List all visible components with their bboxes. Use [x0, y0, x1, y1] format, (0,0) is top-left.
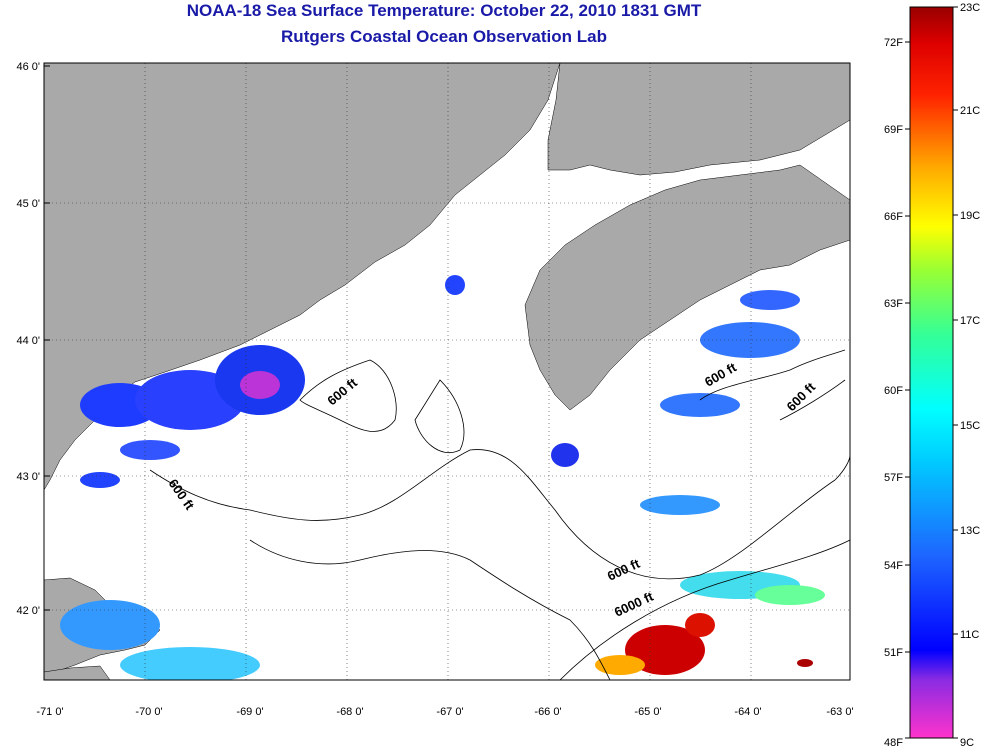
colorbar-gradient	[909, 6, 954, 739]
colorbar-f-label: 66F	[884, 211, 903, 223]
lat-tick-label: 42 0'	[16, 605, 40, 617]
colorbar-c-label: 21C	[960, 105, 980, 117]
lon-tick-label: -66 0'	[534, 706, 561, 718]
map-frame	[43, 62, 851, 681]
colorbar-c-label: 13C	[960, 525, 980, 537]
map-area	[44, 63, 850, 680]
colorbar-f-label: 63F	[884, 298, 903, 310]
long-island-land	[44, 665, 111, 680]
lat-tick-label: 44 0'	[16, 335, 40, 347]
colorbar-c-label: 9C	[960, 737, 974, 749]
map-title: NOAA-18 Sea Surface Temperature: October…	[186, 1, 702, 20]
colorbar-f-label: 57F	[884, 472, 903, 484]
sst-data-layer	[60, 275, 825, 680]
bathymetry-contours	[149, 349, 850, 680]
colorbar-c-label: 23C	[960, 2, 980, 14]
longitude-axis: -71 0' -70 0' -69 0' -68 0' -67 0' -66 0…	[36, 706, 853, 718]
lon-tick-label: -70 0'	[135, 706, 162, 718]
colorbar-f-label: 69F	[884, 124, 903, 136]
new-england-land	[44, 63, 561, 491]
latitude-axis: 46 0' 45 0' 44 0' 43 0' 42 0'	[16, 61, 50, 617]
lon-tick-label: -71 0'	[36, 706, 63, 718]
new-brunswick-land	[547, 63, 850, 176]
colorbar-f-label: 54F	[884, 560, 903, 572]
lon-tick-label: -67 0'	[436, 706, 463, 718]
colorbar-c-label: 17C	[960, 315, 980, 327]
graticule	[44, 63, 850, 680]
lon-tick-label: -63 0'	[826, 706, 853, 718]
map-subtitle: Rutgers Coastal Ocean Observation Lab	[281, 27, 607, 46]
colorbar-c-label: 19C	[960, 210, 980, 222]
lat-tick-label: 46 0'	[16, 61, 40, 73]
colorbar-f-label: 51F	[884, 647, 903, 659]
lon-tick-label: -65 0'	[634, 706, 661, 718]
lon-tick-label: -69 0'	[236, 706, 263, 718]
colorbar-c-label: 15C	[960, 420, 980, 432]
colorbar: 23C 21C 19C 17C 15C 13C 11C 9C 72F 69F 6…	[884, 2, 980, 749]
colorbar-f-label: 48F	[884, 737, 903, 749]
lat-tick-label: 43 0'	[16, 471, 40, 483]
colorbar-f-label: 60F	[884, 385, 903, 397]
lon-tick-label: -68 0'	[336, 706, 363, 718]
colorbar-c-label: 11C	[960, 629, 979, 641]
lat-tick-label: 45 0'	[16, 198, 40, 210]
lon-tick-label: -64 0'	[734, 706, 761, 718]
colorbar-f-label: 72F	[884, 37, 903, 49]
nova-scotia-land	[524, 164, 850, 411]
